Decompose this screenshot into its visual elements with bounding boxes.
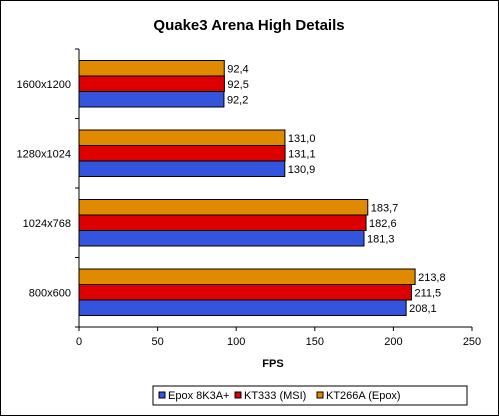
category-label: 1600x1200	[17, 79, 71, 91]
x-tick-label: 250	[463, 336, 481, 348]
bar-kt333-msi-1280x1024	[78, 145, 286, 162]
legend-swatch-epox-8k3a	[158, 391, 166, 399]
legend-label-epox-8k3a: Epox 8K3A+	[168, 390, 229, 402]
data-label: 92,2	[227, 94, 248, 106]
x-axis-title: FPS	[262, 358, 283, 370]
data-label: 131,1	[288, 148, 316, 160]
category-label: 1280x1024	[17, 148, 71, 160]
x-tick-label: 0	[76, 336, 82, 348]
bar-kt266a-epox-800x600	[78, 268, 416, 285]
bar-kt266a-epox-1600x1200	[78, 60, 225, 77]
legend-label-kt333-msi: KT333 (MSI)	[244, 390, 306, 402]
data-label: 182,6	[369, 218, 397, 230]
data-label: 211,5	[414, 287, 441, 299]
bar-kt333-msi-800x600	[78, 284, 412, 301]
bar-epox-8k3a-1024x768	[78, 230, 365, 247]
axes-group: 1600x1200 1280x1024 1024x768 800x600 0 50 100 1…	[17, 48, 481, 348]
bar-kt266a-epox-1024x768	[78, 199, 369, 216]
bar-kt333-msi-1600x1200	[78, 75, 225, 92]
category-label: 1024x768	[23, 218, 71, 230]
bar-epox-8k3a-1600x1200	[78, 91, 225, 108]
data-label: 131,0	[288, 133, 316, 145]
chart-title: Quake3 Arena High Details	[153, 17, 344, 34]
data-label: 130,9	[288, 164, 316, 176]
data-label: 183,7	[371, 202, 399, 214]
bar-epox-8k3a-1280x1024	[78, 160, 286, 177]
bar-kt266a-epox-1280x1024	[78, 129, 286, 146]
x-tick-label: 150	[306, 336, 324, 348]
legend-swatch-kt266a-epox	[316, 391, 324, 399]
category-label: 800x600	[29, 287, 71, 299]
legend-label-kt266a-epox: KT266A (Epox)	[326, 390, 401, 402]
data-label: 181,3	[367, 233, 395, 245]
data-label: 92,5	[227, 79, 248, 91]
bars-group: 92,2 92,5 92,4 130,9 131,1 131,0 181,3 182,6 183…	[78, 60, 446, 316]
legend-swatch-kt333-msi	[234, 391, 242, 399]
x-tick-label: 50	[151, 336, 163, 348]
data-label: 208,1	[409, 303, 437, 315]
legend: Epox 8K3A+ KT333 (MSI) KT266A (Epox)	[152, 385, 468, 406]
bar-epox-8k3a-800x600	[78, 299, 407, 316]
x-tick-label: 100	[227, 336, 245, 348]
bar-kt333-msi-1024x768	[78, 214, 367, 231]
legend-box	[152, 385, 468, 406]
data-label: 213,8	[418, 272, 446, 284]
x-tick-label: 200	[384, 336, 402, 348]
data-label: 92,4	[227, 63, 248, 75]
